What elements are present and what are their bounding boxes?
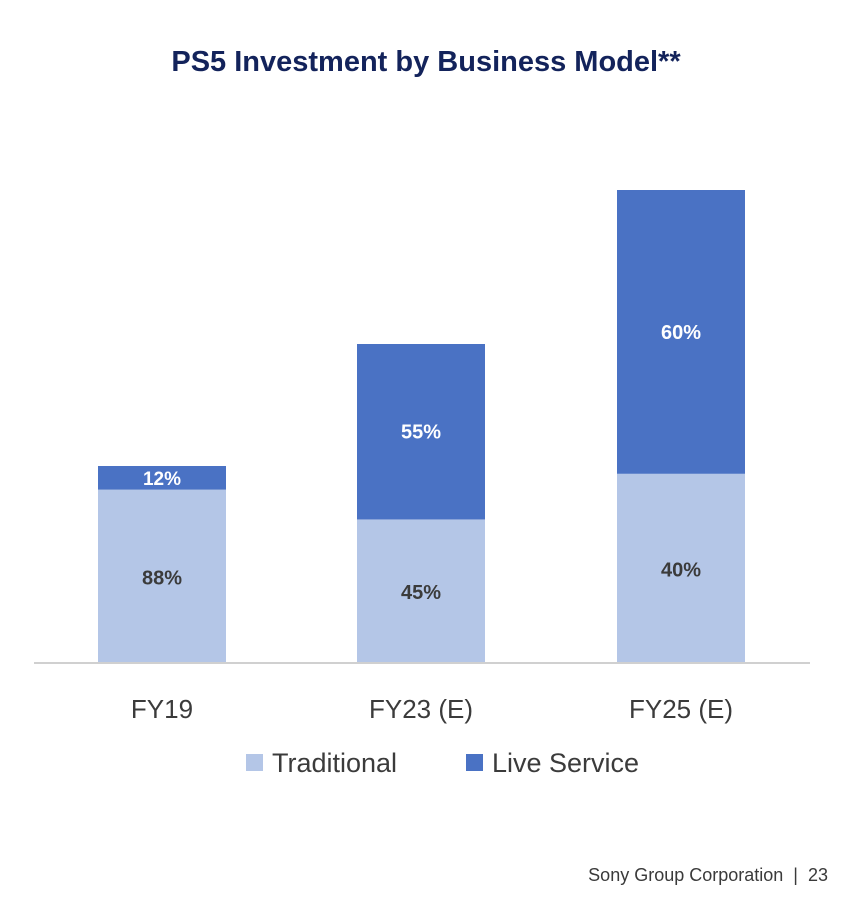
legend-swatch-live-service (466, 754, 483, 771)
footer-page-number: 23 (807, 865, 828, 885)
bar-traditional-fy19 (98, 489, 226, 663)
bar-live-service-fy19 (98, 466, 226, 490)
bar-live-service-fy25-e (617, 190, 745, 474)
legend-label-live-service: Live Service (492, 748, 639, 778)
bars-group: 88% 12% 45% 55% 40% 60% (98, 190, 745, 663)
data-label-live-service-fy19: 12% (143, 469, 181, 490)
x-tick-label: FY23 (E) (369, 694, 473, 724)
bar-live-service-fy23-e (357, 344, 485, 520)
bar-traditional-fy25-e (617, 473, 745, 663)
footer-company: Sony Group Corporation (588, 865, 784, 885)
footer-separator: | (793, 865, 798, 885)
data-label-live-service-fy23-e: 55% (401, 422, 441, 444)
legend-swatch-traditional (246, 754, 263, 771)
chart-title: PS5 Investment by Business Model** (171, 46, 681, 78)
data-label-traditional-fy19: 88% (142, 567, 182, 589)
x-tick-label: FY25 (E) (629, 694, 733, 724)
data-label-traditional-fy23-e: 45% (401, 582, 441, 604)
data-label-live-service-fy25-e: 60% (661, 322, 701, 344)
x-tick-label: FY19 (131, 694, 193, 724)
bar-traditional-fy23-e (357, 519, 485, 663)
x-tick-labels: FY19 FY23 (E) FY25 (E) (131, 694, 733, 724)
data-label-traditional-fy25-e: 40% (661, 559, 701, 581)
footer: Sony Group Corporation | 23 (588, 865, 828, 886)
legend-label-traditional: Traditional (272, 748, 397, 778)
legend: Traditional Live Service (246, 748, 639, 778)
